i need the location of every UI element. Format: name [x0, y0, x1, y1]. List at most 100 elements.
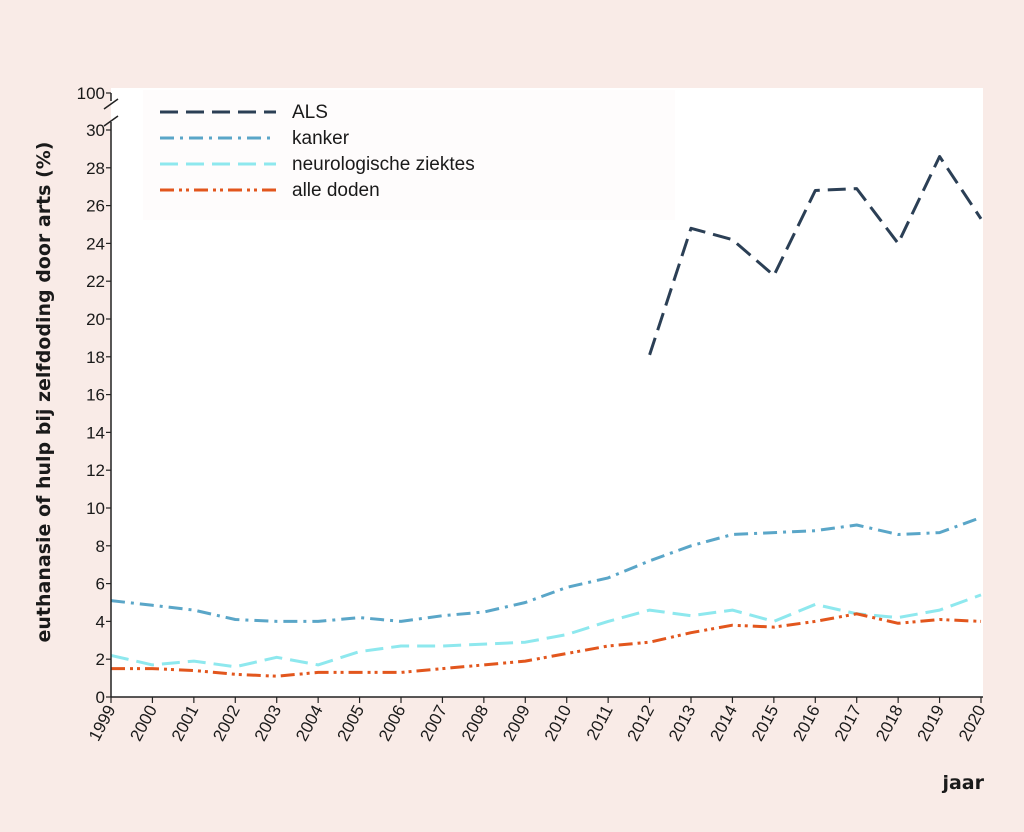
x-tick-label: 2019 — [914, 702, 949, 744]
data-point — [565, 633, 569, 637]
data-point — [399, 644, 403, 648]
axis-break-mark — [103, 115, 119, 127]
y-tick-label: 30 — [86, 121, 105, 140]
data-point — [482, 642, 486, 646]
data-point — [813, 602, 817, 606]
y-tick-label: 4 — [96, 612, 105, 631]
x-tick-label: 2017 — [831, 702, 866, 744]
y-tick-label: 16 — [86, 386, 105, 405]
data-point — [813, 619, 817, 623]
data-point — [855, 187, 859, 191]
data-point — [730, 623, 734, 627]
data-point — [896, 241, 900, 245]
data-point — [979, 515, 983, 519]
y-tick-label: 2 — [96, 650, 105, 669]
x-tick-label: 1999 — [85, 702, 120, 744]
data-point — [440, 667, 444, 671]
series-line-ALS — [648, 155, 983, 356]
data-point — [896, 621, 900, 625]
data-point — [979, 217, 983, 221]
data-point — [772, 625, 776, 629]
y-tick-label: 18 — [86, 348, 105, 367]
x-tick-label: 2016 — [789, 702, 824, 744]
series-line-neurologische-ziektes — [110, 593, 982, 669]
data-point — [233, 665, 237, 669]
data-point — [316, 619, 320, 623]
x-tick-label: 2010 — [541, 702, 576, 744]
y-tick-label: 100 — [77, 84, 105, 103]
x-tick-label: 2005 — [334, 702, 369, 744]
data-point — [150, 603, 154, 607]
data-point — [358, 616, 362, 620]
data-point — [938, 154, 942, 158]
data-point — [192, 659, 196, 663]
y-tick-label: 0 — [96, 688, 105, 707]
data-point — [772, 619, 776, 623]
data-point — [399, 619, 403, 623]
data-point — [440, 614, 444, 618]
x-axis-label: jaar — [941, 772, 984, 794]
y-tick-label: 12 — [86, 461, 105, 480]
data-point — [482, 663, 486, 667]
data-point — [316, 663, 320, 667]
data-point — [979, 593, 983, 597]
data-point — [316, 670, 320, 674]
data-point — [855, 523, 859, 527]
legend-label: neurologische ziektes — [292, 154, 475, 175]
data-point — [150, 663, 154, 667]
y-tick-label: 22 — [86, 272, 105, 291]
data-point — [606, 644, 610, 648]
data-point — [358, 650, 362, 654]
data-point — [730, 532, 734, 536]
data-point — [233, 672, 237, 676]
x-tick-label: 2001 — [168, 702, 203, 744]
y-tick-label: 24 — [86, 234, 105, 253]
y-tick-label: 20 — [86, 310, 105, 329]
data-point — [813, 188, 817, 192]
x-tick-label: 2020 — [955, 702, 990, 744]
x-tick-label: 2002 — [209, 702, 244, 744]
data-point — [565, 652, 569, 656]
y-tick-label: 6 — [96, 575, 105, 594]
data-point — [938, 618, 942, 622]
legend-box — [143, 90, 675, 220]
data-point — [689, 544, 693, 548]
data-point — [482, 610, 486, 614]
series-line-alle-doden — [111, 612, 982, 678]
axis-break-mark — [103, 98, 119, 110]
data-point — [192, 669, 196, 673]
data-point — [979, 619, 983, 623]
series-line-kanker — [110, 516, 982, 623]
data-point — [772, 274, 776, 278]
y-tick-label: 14 — [86, 423, 105, 442]
x-tick-label: 2006 — [375, 702, 410, 744]
data-point — [648, 640, 652, 644]
x-tick-label: 2003 — [251, 702, 286, 744]
y-tick-label: 26 — [86, 197, 105, 216]
y-tick-label: 28 — [86, 159, 105, 178]
data-point — [648, 559, 652, 563]
x-tick-label: 2007 — [416, 702, 451, 744]
y-axis-label: euthanasie of hulp bij zelfdoding door a… — [33, 142, 55, 643]
data-point — [275, 655, 279, 659]
x-tick-label: 2014 — [706, 702, 741, 744]
data-point — [689, 631, 693, 635]
data-point — [440, 644, 444, 648]
y-tick-label: 10 — [86, 499, 105, 518]
legend-label: ALS — [292, 102, 328, 123]
data-point — [275, 674, 279, 678]
data-point — [565, 585, 569, 589]
data-point — [730, 238, 734, 242]
data-point — [523, 601, 527, 605]
data-point — [523, 640, 527, 644]
legend-label: kanker — [292, 128, 350, 149]
legend-label: alle doden — [292, 180, 380, 201]
data-point — [150, 667, 154, 671]
x-tick-label: 2000 — [126, 702, 161, 744]
data-point — [523, 659, 527, 663]
data-point — [730, 608, 734, 612]
data-point — [938, 531, 942, 535]
data-point — [358, 670, 362, 674]
data-point — [192, 608, 196, 612]
